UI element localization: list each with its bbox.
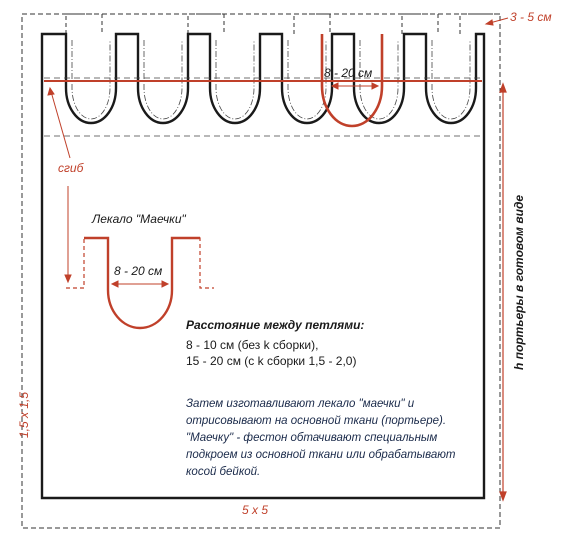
template-width-arrow (110, 280, 170, 288)
loop-allowance-tops (65, 13, 500, 34)
template-width-label: 8 - 20 см (114, 264, 163, 278)
loop-width-label: 8 - 20 см (324, 66, 373, 80)
loop-spacing-heading: Расстояние между петлями: (186, 318, 365, 332)
template-title: Лекало "Маечки" (92, 212, 186, 226)
instruction-paragraph: Затем изготавливают лекало "маечки" и от… (186, 398, 456, 478)
loop-spacing-line-1: 8 - 10 см (без k сборки), (186, 338, 319, 352)
loop-spacing-line-2: 15 - 20 см (с k сборки 1,5 - 2,0) (186, 354, 357, 368)
height-arrow (499, 82, 507, 502)
top-allowance-arrow (484, 17, 509, 26)
fold-leader-arrow (47, 86, 71, 159)
top-allowance-label: 3 - 5 см (510, 10, 552, 24)
fold-label: сгиб (58, 161, 84, 175)
template-shape (66, 236, 214, 330)
curtain-panel-outline (40, 32, 486, 500)
left-allowance-label: 1,5 х 1,5 (17, 391, 31, 438)
bottom-allowance-label: 5 х 5 (242, 503, 269, 517)
highlighted-loop (320, 34, 384, 128)
loop-inner-offsets (71, 40, 471, 120)
template-height-arrow (64, 186, 72, 284)
top-width-arrow (330, 82, 380, 90)
height-label: h портьеры в готовом виде (512, 194, 526, 370)
